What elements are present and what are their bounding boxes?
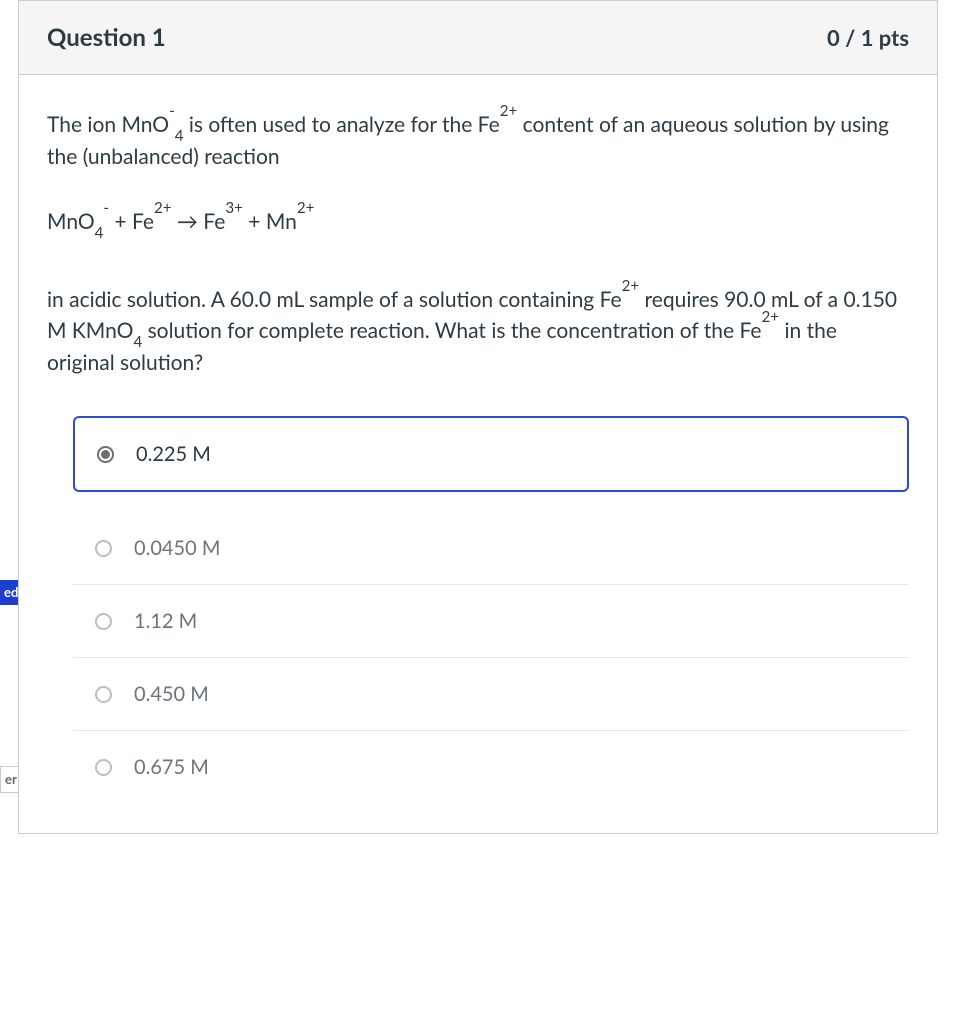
answer-option-1[interactable]: 0.0450 M — [73, 512, 909, 585]
answer-label: 0.450 M — [134, 682, 209, 706]
question-card: Question 1 0 / 1 pts The ion MnO-4 is of… — [18, 0, 938, 834]
stem-sup: - — [169, 102, 175, 120]
stem-text: The ion MnO — [47, 112, 169, 137]
radio-icon — [95, 540, 112, 557]
stem-sup: 2+ — [500, 102, 518, 120]
stem-text: + Mn — [243, 209, 297, 234]
stem-equation: MnO4- + Fe2+ → Fe3+ + Mn2+ — [47, 206, 909, 238]
answer-label: 0.225 M — [136, 442, 211, 466]
stem-sub: 4 — [133, 333, 142, 351]
stem-paragraph-2: in acidic solution. A 60.0 mL sample of … — [47, 284, 909, 379]
answer-label: 1.12 M — [134, 609, 197, 633]
radio-icon — [95, 613, 112, 630]
radio-icon — [95, 686, 112, 703]
stem-sub: 4 — [95, 224, 104, 242]
radio-icon — [97, 446, 114, 463]
stem-sub: 4 — [175, 127, 184, 145]
answer-option-2[interactable]: 1.12 M — [73, 585, 909, 658]
answer-label: 0.0450 M — [134, 536, 220, 560]
answer-label: 0.675 M — [134, 755, 209, 779]
stem-sup: 2+ — [154, 199, 172, 217]
stem-sup: 3+ — [225, 199, 243, 217]
stem-sup: 2+ — [297, 199, 315, 217]
stem-paragraph-1: The ion MnO-4 is often used to analyze f… — [47, 109, 909, 172]
answer-option-0[interactable]: 0.225 M — [73, 416, 909, 492]
answers-list: 0.225 M 0.0450 M 1.12 M 0.450 M 0.675 M — [47, 416, 909, 803]
answer-option-3[interactable]: 0.450 M — [73, 658, 909, 731]
question-points: 0 / 1 pts — [827, 24, 909, 51]
stem-sup: 2+ — [762, 308, 780, 326]
stem-sup: 2+ — [622, 277, 640, 295]
radio-icon — [95, 759, 112, 776]
question-body: The ion MnO-4 is often used to analyze f… — [19, 75, 937, 833]
stem-text: → Fe — [172, 209, 226, 234]
stem-text: solution for complete reaction. What is … — [142, 318, 761, 343]
question-title: Question 1 — [47, 23, 166, 52]
stem-text: in acidic solution. A 60.0 mL sample of … — [47, 287, 622, 312]
answer-option-4[interactable]: 0.675 M — [73, 731, 909, 803]
stem-text: is often used to analyze for the Fe — [183, 112, 499, 137]
question-header: Question 1 0 / 1 pts — [19, 1, 937, 75]
stem-text: MnO — [47, 209, 95, 234]
stem-text: + Fe — [109, 209, 154, 234]
question-stem: The ion MnO - 4 is often used to analyze f… — [47, 109, 909, 378]
stem-sup: - — [103, 199, 109, 217]
